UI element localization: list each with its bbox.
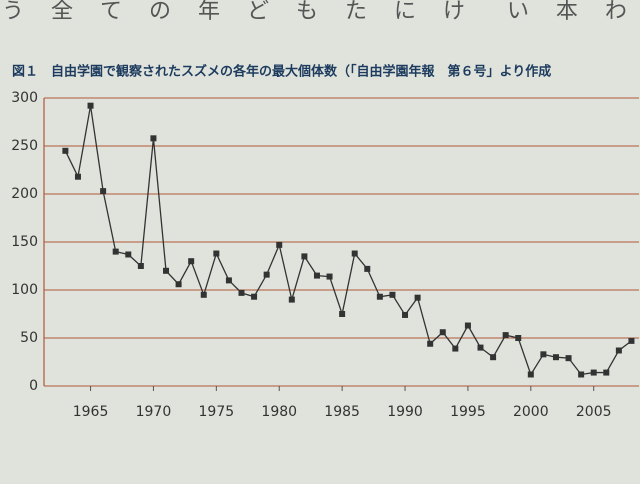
data-point — [502, 332, 509, 339]
data-point — [87, 102, 94, 109]
data-point — [175, 281, 182, 288]
data-point — [326, 273, 333, 280]
data-point — [552, 354, 559, 361]
data-point — [339, 311, 346, 317]
y-tick-label: 150 — [11, 234, 38, 250]
data-point — [125, 251, 132, 258]
y-tick-label: 50 — [20, 330, 38, 346]
data-point — [74, 173, 81, 180]
data-point — [263, 271, 270, 278]
data-point — [565, 355, 572, 362]
x-tick-label: 1985 — [324, 404, 360, 420]
x-tick-label: 1990 — [387, 404, 423, 420]
data-point — [238, 289, 245, 296]
data-point — [163, 267, 170, 274]
data-point — [464, 322, 471, 329]
data-point — [364, 265, 371, 272]
y-tick-label: 300 — [11, 90, 38, 106]
data-point — [628, 337, 635, 344]
data-point — [112, 248, 119, 255]
x-tick-label: 2005 — [576, 404, 612, 420]
data-point — [288, 296, 295, 303]
data-point — [402, 311, 409, 318]
y-tick-label: 100 — [11, 282, 38, 298]
data-point — [376, 293, 383, 300]
data-point — [188, 258, 195, 265]
data-point — [590, 369, 597, 376]
data-point — [351, 250, 358, 257]
x-tick-label: 1965 — [73, 404, 109, 420]
data-point — [389, 291, 396, 298]
data-point — [515, 335, 522, 341]
series-line — [64, 105, 632, 376]
page-text: う 全 て の 年 ど も た に け い 本 わ 日 — [2, 0, 640, 24]
y-tick-label: 200 — [11, 186, 38, 202]
data-point — [414, 294, 421, 301]
data-point — [439, 329, 446, 336]
data-point — [490, 354, 497, 361]
x-tick-label: 1970 — [136, 404, 172, 420]
data-point — [225, 277, 232, 284]
data-point — [615, 347, 622, 354]
y-tick-label: 250 — [11, 138, 38, 154]
x-tick-label: 1980 — [261, 404, 297, 420]
data-point — [540, 351, 547, 358]
data-point — [62, 147, 69, 154]
x-tick-label: 1995 — [450, 404, 486, 420]
data-point — [100, 188, 107, 195]
data-point — [213, 250, 220, 257]
data-point — [200, 291, 207, 298]
data-point — [578, 371, 585, 378]
data-point — [251, 293, 258, 300]
data-point — [301, 253, 308, 260]
x-tick-label: 2000 — [513, 404, 549, 420]
y-tick-label: 0 — [29, 378, 38, 394]
chart-title: 図１ 自由学園で観察されたスズメの各年の最大個体数（「自由学園年報 第６号」より… — [12, 64, 551, 80]
x-tick-label: 1975 — [199, 404, 235, 420]
data-point — [527, 371, 534, 378]
data-point — [313, 272, 320, 279]
data-point — [150, 135, 157, 142]
data-point — [427, 340, 434, 347]
data-point — [452, 345, 459, 352]
data-point — [603, 369, 610, 376]
data-point — [137, 263, 144, 269]
data-point — [276, 241, 283, 248]
data-point — [477, 344, 484, 351]
